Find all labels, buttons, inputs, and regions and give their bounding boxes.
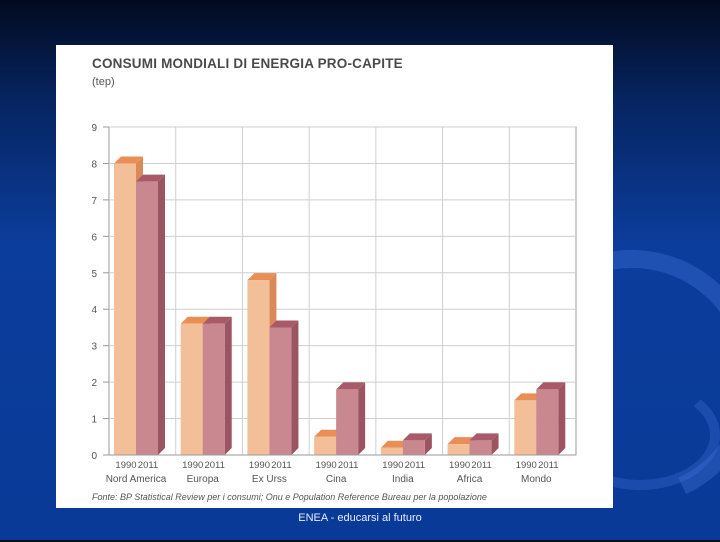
x-series-label: 2011 xyxy=(271,460,291,471)
x-series-label: 2011 xyxy=(405,460,425,471)
bar-top xyxy=(469,433,499,441)
bar xyxy=(114,163,136,455)
y-tick-label: 7 xyxy=(91,196,97,207)
chart-source-note: Fonte: BP Statistical Review per i consu… xyxy=(92,492,487,502)
x-category-label: Africa xyxy=(457,474,483,485)
x-series-label: 2011 xyxy=(138,460,158,471)
bar-top xyxy=(380,440,410,448)
x-category-label: Europa xyxy=(187,474,220,485)
bar-top xyxy=(314,429,344,437)
bar-side xyxy=(558,382,566,455)
x-series-label: 2011 xyxy=(538,460,558,471)
bar-top xyxy=(336,382,366,390)
x-category-label: Nord America xyxy=(106,474,167,485)
chart-unit: (tep) xyxy=(92,76,115,88)
x-category-label: Ex Urss xyxy=(252,474,287,485)
bar-side xyxy=(358,382,366,455)
bar xyxy=(247,280,270,455)
bar-top xyxy=(402,433,432,441)
bar xyxy=(336,389,359,455)
chart-panel: 0 1 2 3 4 5 6 7 8 9 1990 2011 Nord America 1990 2011 Eu… xyxy=(56,45,613,508)
bar xyxy=(536,389,559,455)
y-tick-label: 5 xyxy=(91,269,97,280)
bar-side xyxy=(291,320,299,455)
y-tick-label: 9 xyxy=(91,123,97,134)
bar xyxy=(202,323,225,455)
background-swoosh-lower xyxy=(560,380,720,490)
bar-side xyxy=(491,433,499,455)
bar xyxy=(447,444,470,455)
bar-top xyxy=(269,320,299,328)
x-series-label: 1990 xyxy=(182,460,203,471)
x-series-label: 1990 xyxy=(249,460,270,471)
x-category-label: Cina xyxy=(326,474,347,485)
x-category-label: Mondo xyxy=(521,474,552,485)
bar-top xyxy=(447,437,477,445)
x-series-label: 1990 xyxy=(516,460,537,471)
x-series-label: 1990 xyxy=(382,460,403,471)
chart-title: CONSUMI MONDIALI DI ENERGIA PRO-CAPITE xyxy=(92,56,403,71)
bar-top xyxy=(514,393,544,401)
bar xyxy=(136,181,158,455)
x-category-label: India xyxy=(392,474,414,485)
bar-top xyxy=(247,273,277,281)
x-series-label: 2011 xyxy=(204,460,224,471)
bar xyxy=(514,400,537,455)
x-series-label: 2011 xyxy=(338,460,358,471)
bar-top xyxy=(136,174,165,182)
y-tick-label: 1 xyxy=(91,415,97,426)
bar-side xyxy=(158,174,165,455)
bar xyxy=(469,440,492,455)
x-series-label: 2011 xyxy=(471,460,491,471)
x-series-label: 1990 xyxy=(316,460,337,471)
bar-top xyxy=(180,316,210,324)
bar xyxy=(180,323,203,455)
bar-side xyxy=(224,316,232,455)
x-series-label: 1990 xyxy=(449,460,470,471)
y-tick-label: 4 xyxy=(91,305,97,316)
y-tick-label: 2 xyxy=(91,378,97,389)
bar xyxy=(314,436,337,455)
bar-side xyxy=(424,433,432,455)
bar-top xyxy=(536,382,566,390)
bar xyxy=(269,327,292,455)
slide-footer: ENEA - educarsi al futuro xyxy=(298,512,422,524)
bar xyxy=(402,440,425,455)
x-series-label: 1990 xyxy=(115,460,136,471)
y-tick-label: 6 xyxy=(91,232,97,243)
y-tick-label: 3 xyxy=(91,342,97,353)
bar-top xyxy=(114,156,143,164)
y-tick-label: 8 xyxy=(91,159,97,170)
y-tick-label: 0 xyxy=(91,451,97,462)
bar xyxy=(380,447,403,455)
bar-top xyxy=(202,316,232,324)
